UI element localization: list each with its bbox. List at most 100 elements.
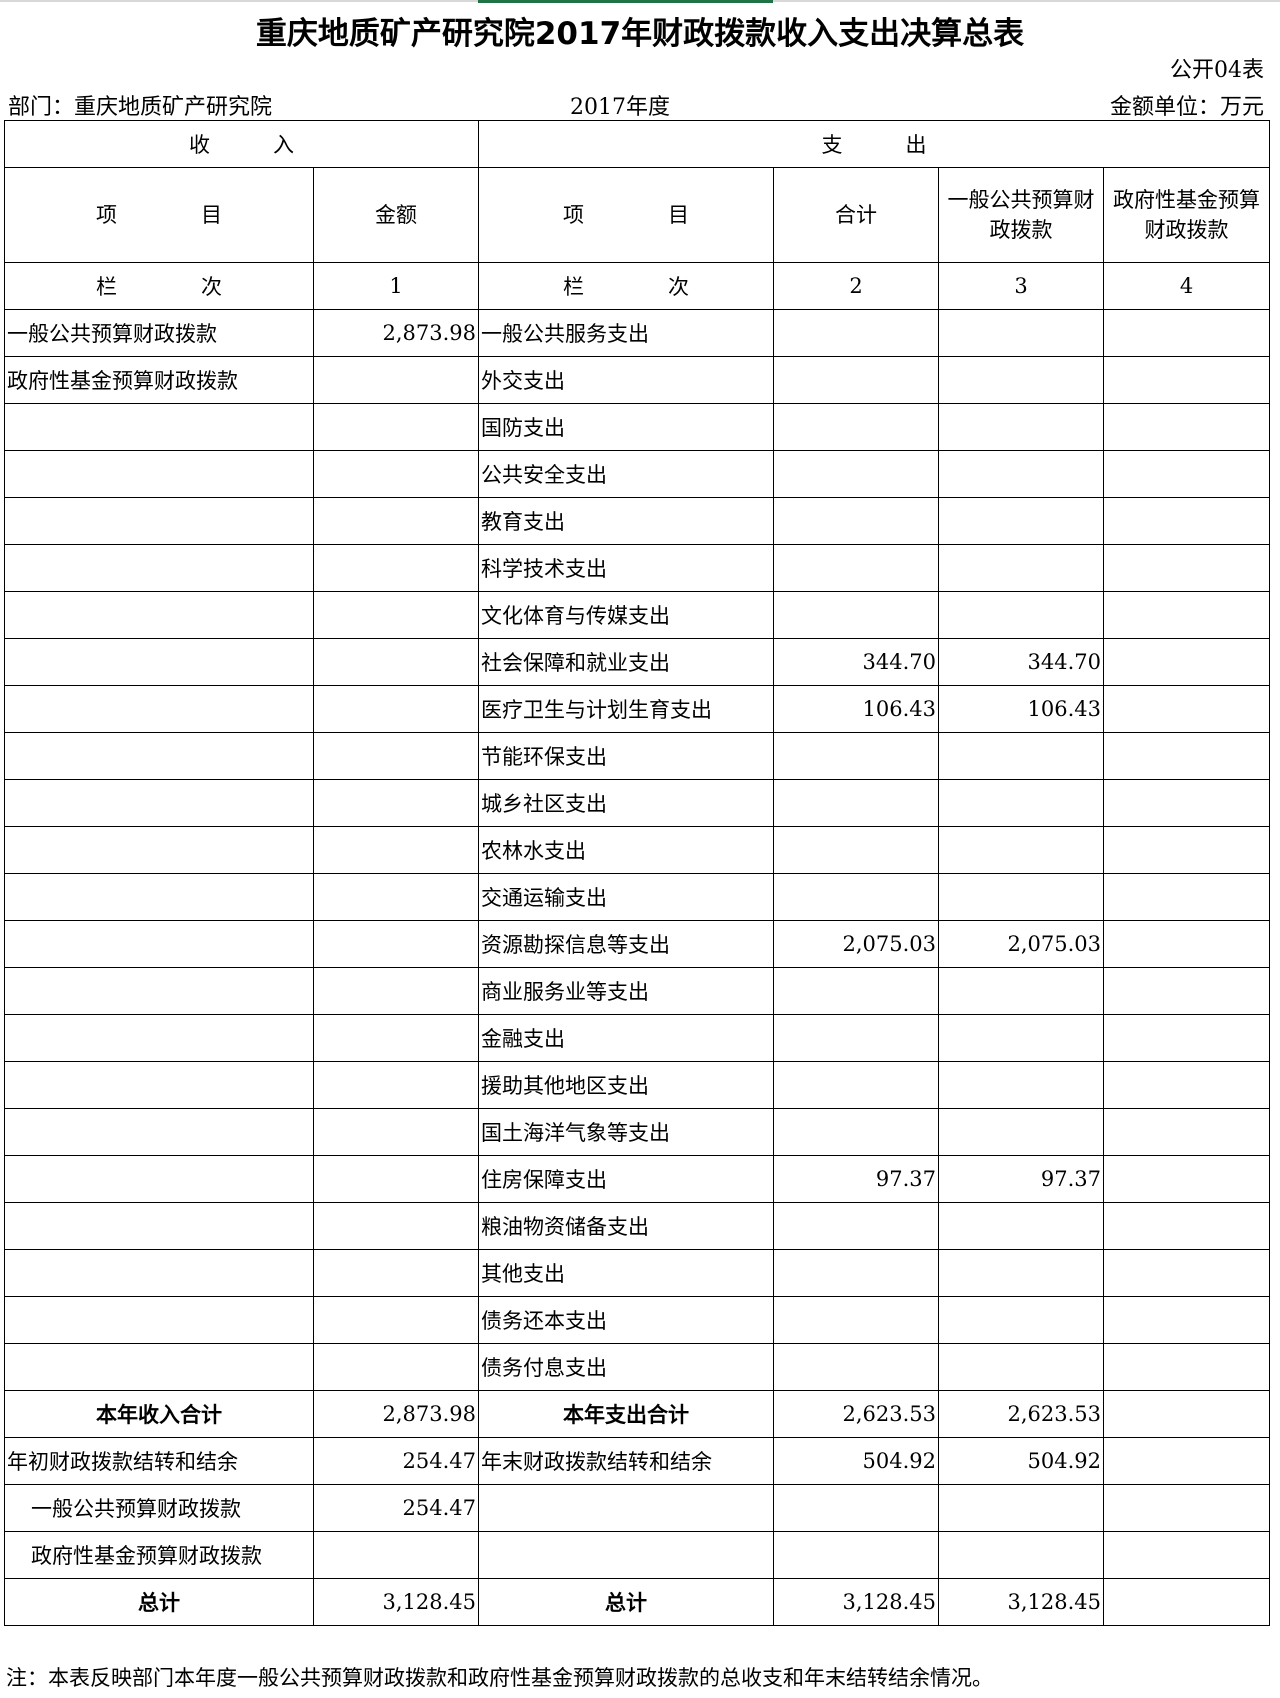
general-budget-amount-cell[interactable] — [938, 732, 1104, 780]
expense-item-cell[interactable]: 节能环保支出 — [478, 732, 774, 780]
income-amount-cell[interactable] — [313, 638, 479, 686]
income-item-cell[interactable]: 政府性基金预算财政拨款 — [4, 356, 314, 404]
income-amount-cell[interactable] — [313, 1061, 479, 1109]
income-amount-cell[interactable] — [313, 403, 479, 451]
income-amount-cell[interactable] — [313, 544, 479, 592]
income-amount-cell[interactable] — [313, 356, 479, 404]
income-amount-cell[interactable] — [313, 920, 479, 968]
fund-budget-amount-cell[interactable] — [1103, 1484, 1270, 1532]
income-amount-cell[interactable] — [313, 685, 479, 733]
fund-budget-amount-cell[interactable] — [1103, 1437, 1270, 1485]
income-item-cell[interactable] — [4, 873, 314, 921]
expense-item-cell[interactable]: 文化体育与传媒支出 — [478, 591, 774, 639]
income-amount-cell[interactable] — [313, 779, 479, 827]
expense-total-cell[interactable]: 344.70 — [773, 638, 939, 686]
col-label[interactable]: 栏 次 — [478, 262, 774, 310]
general-budget-amount-cell[interactable]: 3,128.45 — [938, 1578, 1104, 1626]
income-item-header[interactable]: 项 目 — [4, 167, 314, 263]
expense-total-cell[interactable] — [773, 732, 939, 780]
expense-total-cell[interactable] — [773, 1014, 939, 1062]
income-item-cell[interactable] — [4, 1296, 314, 1344]
expense-total-cell[interactable] — [773, 544, 939, 592]
income-item-cell[interactable]: 政府性基金预算财政拨款 — [4, 1531, 314, 1579]
expense-item-cell[interactable]: 公共安全支出 — [478, 450, 774, 498]
fund-budget-amount-cell[interactable] — [1103, 967, 1270, 1015]
expense-item-cell[interactable]: 其他支出 — [478, 1249, 774, 1297]
income-amount-cell[interactable]: 254.47 — [313, 1437, 479, 1485]
fund-budget-amount-cell[interactable] — [1103, 1343, 1270, 1391]
general-budget-amount-cell[interactable] — [938, 544, 1104, 592]
expense-total-cell[interactable] — [773, 1531, 939, 1579]
general-budget-amount-cell[interactable] — [938, 1249, 1104, 1297]
expense-total-cell[interactable]: 3,128.45 — [773, 1578, 939, 1626]
expense-total-cell[interactable] — [773, 826, 939, 874]
expense-total-cell[interactable]: 97.37 — [773, 1155, 939, 1203]
expense-item-cell[interactable] — [478, 1484, 774, 1532]
expense-item-cell[interactable]: 住房保障支出 — [478, 1155, 774, 1203]
general-budget-amount-cell[interactable] — [938, 356, 1104, 404]
expense-item-cell[interactable]: 商业服务业等支出 — [478, 967, 774, 1015]
fund-budget-amount-cell[interactable] — [1103, 1202, 1270, 1250]
expense-item-cell[interactable]: 本年支出合计 — [478, 1390, 774, 1438]
income-item-cell[interactable] — [4, 920, 314, 968]
expense-item-cell[interactable]: 国防支出 — [478, 403, 774, 451]
expense-total-cell[interactable] — [773, 450, 939, 498]
income-item-cell[interactable] — [4, 403, 314, 451]
income-item-cell[interactable] — [4, 685, 314, 733]
income-item-cell[interactable] — [4, 638, 314, 686]
expense-total-cell[interactable]: 106.43 — [773, 685, 939, 733]
expense-total-cell[interactable] — [773, 873, 939, 921]
expense-item-cell[interactable]: 交通运输支出 — [478, 873, 774, 921]
income-amount-cell[interactable] — [313, 591, 479, 639]
expense-item-cell[interactable] — [478, 1531, 774, 1579]
fund-budget-amount-cell[interactable] — [1103, 779, 1270, 827]
general-budget-amount-cell[interactable] — [938, 1484, 1104, 1532]
general-budget-amount-cell[interactable]: 2,623.53 — [938, 1390, 1104, 1438]
expense-item-cell[interactable]: 粮油物资储备支出 — [478, 1202, 774, 1250]
income-amount-cell[interactable] — [313, 1202, 479, 1250]
col-number[interactable]: 2 — [773, 262, 939, 310]
expense-total-cell[interactable] — [773, 967, 939, 1015]
expense-total-cell[interactable]: 504.92 — [773, 1437, 939, 1485]
expense-total-cell[interactable]: 2,623.53 — [773, 1390, 939, 1438]
fund-budget-amount-cell[interactable] — [1103, 497, 1270, 545]
col-label[interactable]: 栏 次 — [4, 262, 314, 310]
income-item-cell[interactable] — [4, 544, 314, 592]
income-item-cell[interactable] — [4, 1108, 314, 1156]
fund-budget-amount-cell[interactable] — [1103, 1155, 1270, 1203]
expense-item-cell[interactable]: 援助其他地区支出 — [478, 1061, 774, 1109]
expense-item-cell[interactable]: 医疗卫生与计划生育支出 — [478, 685, 774, 733]
fund-budget-amount-cell[interactable] — [1103, 1014, 1270, 1062]
expense-header[interactable]: 支 出 — [478, 120, 1270, 168]
income-header[interactable]: 收 入 — [4, 120, 479, 168]
expense-item-cell[interactable]: 外交支出 — [478, 356, 774, 404]
general-budget-amount-cell[interactable] — [938, 1108, 1104, 1156]
income-item-cell[interactable] — [4, 779, 314, 827]
income-amount-cell[interactable] — [313, 1014, 479, 1062]
general-budget-amount-cell[interactable] — [938, 1061, 1104, 1109]
income-item-cell[interactable]: 一般公共预算财政拨款 — [4, 309, 314, 357]
expense-item-header[interactable]: 项 目 — [478, 167, 774, 263]
fund-budget-amount-cell[interactable] — [1103, 1061, 1270, 1109]
income-amount-header[interactable]: 金额 — [313, 167, 479, 263]
income-amount-cell[interactable] — [313, 1343, 479, 1391]
fund-budget-amount-cell[interactable] — [1103, 873, 1270, 921]
income-item-cell[interactable] — [4, 1014, 314, 1062]
fund-budget-amount-cell[interactable] — [1103, 732, 1270, 780]
expense-item-cell[interactable]: 城乡社区支出 — [478, 779, 774, 827]
expense-item-cell[interactable]: 社会保障和就业支出 — [478, 638, 774, 686]
expense-item-cell[interactable]: 一般公共服务支出 — [478, 309, 774, 357]
general-budget-amount-cell[interactable] — [938, 967, 1104, 1015]
fund-budget-amount-cell[interactable] — [1103, 826, 1270, 874]
general-budget-amount-cell[interactable] — [938, 450, 1104, 498]
general-budget-amount-cell[interactable]: 344.70 — [938, 638, 1104, 686]
income-amount-cell[interactable]: 3,128.45 — [313, 1578, 479, 1626]
income-item-cell[interactable] — [4, 1155, 314, 1203]
expense-total-cell[interactable] — [773, 591, 939, 639]
income-item-cell[interactable] — [4, 1249, 314, 1297]
general-budget-amount-cell[interactable] — [938, 403, 1104, 451]
fund-budget-amount-cell[interactable] — [1103, 920, 1270, 968]
income-item-cell[interactable] — [4, 967, 314, 1015]
expense-item-cell[interactable]: 农林水支出 — [478, 826, 774, 874]
fund-budget-amount-cell[interactable] — [1103, 685, 1270, 733]
